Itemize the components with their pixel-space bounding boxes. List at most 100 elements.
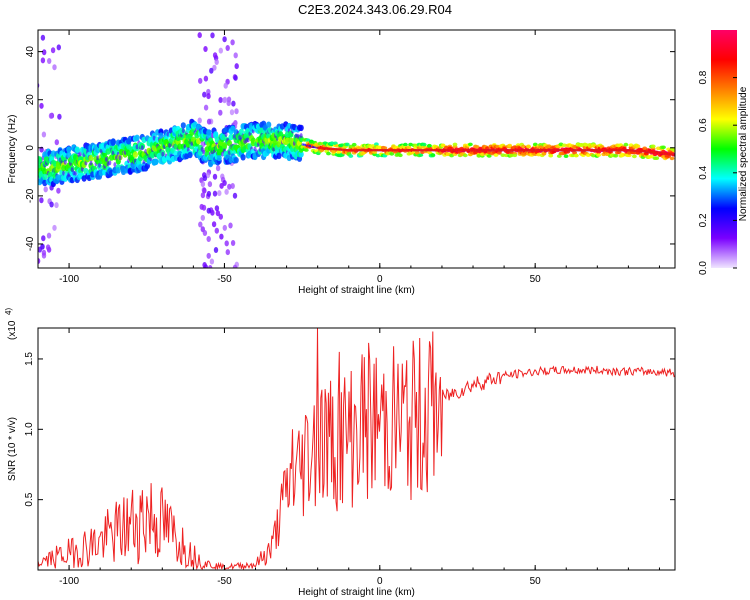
spectral-cell bbox=[230, 125, 236, 132]
noise-cell bbox=[225, 45, 230, 51]
noise-cell bbox=[203, 104, 209, 111]
spectral-cell bbox=[266, 121, 272, 128]
spectral-halo bbox=[70, 167, 74, 173]
spectral-halo bbox=[108, 160, 112, 166]
spectral-cell bbox=[669, 156, 675, 161]
spectral-halo bbox=[118, 155, 122, 161]
colorbar-tick-label: 0.0 bbox=[698, 261, 709, 275]
colorbar bbox=[711, 30, 737, 268]
spectral-cell bbox=[430, 153, 436, 157]
spectral-cell bbox=[348, 154, 354, 158]
noise-cell bbox=[38, 246, 42, 253]
snr-xtick-label: 0 bbox=[377, 576, 383, 587]
snr-multiplier-base: (x10 bbox=[7, 320, 18, 340]
noise-cell bbox=[218, 109, 223, 116]
spectral-cell bbox=[132, 151, 138, 158]
noise-cell bbox=[211, 221, 217, 228]
noise-cell bbox=[219, 182, 224, 189]
spectral-cell bbox=[548, 153, 554, 158]
noise-cell bbox=[206, 236, 211, 242]
snr-multiplier: (x10 4) bbox=[4, 308, 18, 340]
spectral-cell bbox=[213, 131, 219, 138]
spectral-cell bbox=[74, 146, 80, 153]
noise-cell bbox=[206, 190, 212, 197]
spectral-cell bbox=[468, 142, 473, 147]
noise-cell bbox=[223, 82, 228, 89]
noise-cell bbox=[47, 58, 52, 64]
noise-cell bbox=[39, 197, 44, 204]
spectral-cell bbox=[298, 124, 304, 132]
snr-frame bbox=[37, 327, 676, 571]
spectral-cell bbox=[415, 150, 420, 155]
snr-xtick-label: -100 bbox=[59, 576, 79, 587]
noise-cell bbox=[49, 201, 54, 208]
spectral-cell bbox=[661, 145, 666, 150]
spectral-cell bbox=[649, 154, 654, 159]
noise-cell bbox=[41, 131, 47, 138]
spectral-halo bbox=[140, 145, 144, 151]
axes: -100 -50 0 50 Height of straight line (km) -1… bbox=[4, 29, 749, 598]
noise-cell bbox=[52, 224, 57, 231]
noise-cell bbox=[197, 32, 202, 39]
noise-cell bbox=[30, 159, 34, 165]
ridge-line bbox=[317, 146, 675, 157]
colorbar-tick-label: 0.6 bbox=[698, 118, 709, 132]
spectral-cell bbox=[596, 153, 601, 157]
noise-cell bbox=[50, 47, 56, 54]
noise-cell bbox=[233, 74, 238, 81]
spectral-halo bbox=[202, 149, 206, 155]
spectral-cell bbox=[158, 132, 164, 139]
spectral-cell bbox=[421, 142, 427, 147]
spectral-halo bbox=[80, 166, 84, 172]
spectral-cell bbox=[38, 156, 43, 163]
spectral-cell bbox=[613, 154, 619, 158]
noise-cell bbox=[230, 183, 235, 189]
noise-cell bbox=[222, 97, 227, 104]
noise-cell bbox=[230, 240, 236, 246]
spectral-cell bbox=[389, 152, 395, 156]
noise-cell bbox=[45, 244, 51, 251]
spectral-cell bbox=[180, 122, 186, 129]
noise-cell bbox=[32, 165, 36, 171]
noise-cell bbox=[197, 117, 202, 124]
spectral-halo bbox=[113, 162, 117, 168]
noise-cell bbox=[217, 190, 222, 197]
spectral-cell bbox=[344, 142, 350, 147]
noise-cell bbox=[202, 187, 207, 194]
noise-cell bbox=[212, 64, 217, 71]
spectral-cell bbox=[336, 150, 342, 154]
spectrogram-xlabel: Height of straight line (km) bbox=[298, 285, 415, 296]
spectral-cell bbox=[427, 143, 432, 148]
noise-cell bbox=[230, 39, 235, 46]
noise-cell bbox=[201, 204, 207, 211]
spectral-halo bbox=[253, 146, 257, 152]
spectral-cell bbox=[421, 145, 427, 150]
noise-cell bbox=[206, 207, 211, 214]
spectral-halo bbox=[63, 159, 67, 165]
spectral-cell bbox=[635, 144, 641, 148]
spectral-cell bbox=[507, 143, 513, 148]
snr-xlabel: Height of straight line (km) bbox=[298, 587, 415, 598]
noise-cell bbox=[212, 52, 218, 59]
spectral-halo bbox=[246, 137, 250, 143]
noise-cell bbox=[222, 224, 227, 231]
snr-ytick-label: 0.5 bbox=[24, 492, 35, 506]
noise-cell bbox=[209, 258, 215, 265]
noise-cell bbox=[39, 102, 44, 109]
spectrogram-plot bbox=[27, 30, 675, 268]
spectral-cell bbox=[650, 144, 656, 149]
spectral-cell bbox=[572, 151, 577, 155]
noise-cell bbox=[222, 36, 227, 43]
noise-cell bbox=[232, 264, 238, 268]
colorbar-tick-label: 0.2 bbox=[698, 213, 709, 227]
spectrogram-xtick-label: 50 bbox=[530, 274, 542, 285]
noise-cell bbox=[27, 85, 31, 91]
spectral-cell bbox=[563, 154, 569, 158]
noise-cell bbox=[226, 100, 231, 107]
spectral-cell bbox=[153, 158, 159, 165]
noise-cell bbox=[29, 260, 33, 266]
spectral-cell bbox=[526, 144, 531, 149]
noise-cell bbox=[232, 192, 238, 199]
noise-cell bbox=[218, 213, 223, 220]
